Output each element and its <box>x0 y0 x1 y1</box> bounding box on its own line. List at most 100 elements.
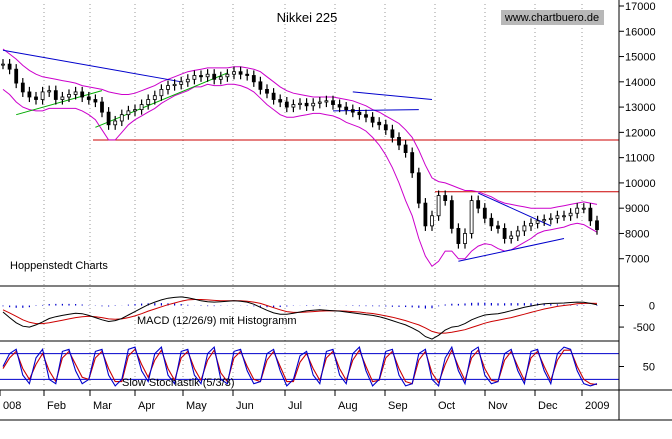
price-y-tick-label: 8000 <box>625 228 649 240</box>
price-candle-body <box>469 200 474 234</box>
source-label: www.chartbuero.de <box>504 12 599 24</box>
price-y-tick-label: 14000 <box>625 77 656 89</box>
x-tick-label: Nov <box>488 400 508 412</box>
price-candle-body <box>47 90 52 93</box>
price-candle-body <box>489 217 494 227</box>
price-candle-body <box>548 217 553 220</box>
price-y-tick-label: 11000 <box>625 153 655 165</box>
price-candle-body <box>509 235 514 239</box>
macd-y-tick-label: -500 <box>633 322 655 334</box>
price-candle-body <box>205 73 210 78</box>
price-candle-body <box>271 92 276 100</box>
x-tick-label: Aug <box>338 400 358 412</box>
price-candle-body <box>133 109 137 112</box>
price-candle-body <box>562 215 566 218</box>
price-candle-body <box>225 73 230 78</box>
price-candle-body <box>238 71 243 75</box>
price-candle-body <box>502 227 507 239</box>
price-y-tick-label: 7000 <box>625 254 649 266</box>
price-candle-body <box>20 82 25 93</box>
price-candle-body <box>245 73 250 76</box>
price-candle-body <box>449 200 454 229</box>
price-candle-body <box>588 207 593 222</box>
x-tick-label: Sep <box>388 400 408 412</box>
x-tick-label: May <box>186 400 207 412</box>
x-tick-label: 2009 <box>585 400 609 412</box>
price-candle-body <box>106 111 111 126</box>
price-candle-body <box>443 195 448 202</box>
price-y-tick-label: 9000 <box>625 203 649 215</box>
price-candle-body <box>311 102 316 107</box>
price-candle-body <box>1 63 5 66</box>
trend-line <box>477 192 552 227</box>
resistance-lines <box>93 139 619 193</box>
price-candle-body <box>436 195 441 217</box>
price-candle-body <box>139 104 144 111</box>
price-candle-body <box>212 73 217 80</box>
stochastic-y-tick-label: 50 <box>643 362 655 374</box>
price-candle-body <box>377 121 382 126</box>
price-candle-body <box>67 94 71 98</box>
price-candle-body <box>14 68 19 84</box>
price-candle-body <box>304 102 309 107</box>
price-candle-body <box>119 114 124 122</box>
bollinger-upper-band <box>2 48 598 209</box>
price-candle-body <box>251 75 256 83</box>
price-candle-body <box>93 99 98 103</box>
x-tick-label: Feb <box>47 400 66 412</box>
price-candle-body <box>535 220 540 224</box>
price-candle-body <box>364 114 368 118</box>
price-y-axis-ticks: 7000 8000 9000 10000 11000 12000 13000 14000 150… <box>619 1 656 266</box>
price-y-tick-label: 17000 <box>625 1 656 13</box>
price-candle-body <box>317 101 322 104</box>
price-candle-body <box>370 116 375 123</box>
price-y-tick-label: 10000 <box>625 178 656 190</box>
price-candle-body <box>265 89 269 94</box>
x-tick-label: Dec <box>538 400 558 412</box>
x-tick-label: Jul <box>288 400 302 412</box>
price-candle-body <box>575 207 580 214</box>
price-candle-body <box>100 101 104 113</box>
price-candle-body <box>298 102 302 105</box>
price-candle-body <box>86 96 91 100</box>
price-candle-body <box>397 137 401 146</box>
stochastic-y-axis-ticks: 50 <box>619 362 655 374</box>
price-candle-body <box>430 215 434 227</box>
x-axis: 008 Feb Mar Apr May Jun Jul Aug Sep Oct Nov Dec 2009 <box>0 390 609 412</box>
panel-frame <box>0 0 672 421</box>
price-candle-body <box>199 75 203 78</box>
price-candle-body <box>403 144 408 153</box>
trend-line <box>352 91 433 101</box>
price-candle-body <box>291 104 296 108</box>
price-candle-body <box>152 95 157 100</box>
price-candle-body <box>496 225 500 229</box>
price-y-tick-label: 13000 <box>625 102 656 114</box>
price-panel: 7000 8000 9000 10000 11000 12000 13000 14000 150… <box>1 1 656 388</box>
x-tick-label: Apr <box>138 400 155 412</box>
price-candle-body <box>476 200 481 209</box>
price-bars <box>1 59 599 249</box>
price-candle-body <box>278 99 283 103</box>
macd-y-axis-ticks: 0 -500 <box>619 301 655 334</box>
price-candle-body <box>542 219 547 222</box>
price-candle-body <box>410 152 415 174</box>
macd-line <box>2 296 598 340</box>
price-candle-body <box>232 71 236 75</box>
price-candle-body <box>331 100 335 105</box>
price-candle-body <box>179 81 184 85</box>
macd-panel: 0 -500 MACD (12/26/9) mit Histogramm <box>2 296 655 340</box>
trend-line <box>2 49 182 83</box>
price-candle-body <box>7 63 12 70</box>
price-candle-body <box>390 129 395 138</box>
x-tick-label: Mar <box>93 400 112 412</box>
price-candle-body <box>166 85 170 90</box>
price-candle-body <box>146 99 151 105</box>
price-candle-body <box>172 83 177 87</box>
stochastic-panel: 50 Slow Stochastik (5/3/3) <box>0 345 655 389</box>
price-candle-body <box>27 91 32 98</box>
price-candle-body <box>218 76 223 80</box>
stochastic-title: Slow Stochastik (5/3/3) <box>122 377 235 389</box>
price-candle-body <box>159 89 164 97</box>
macd-lines <box>2 296 598 340</box>
